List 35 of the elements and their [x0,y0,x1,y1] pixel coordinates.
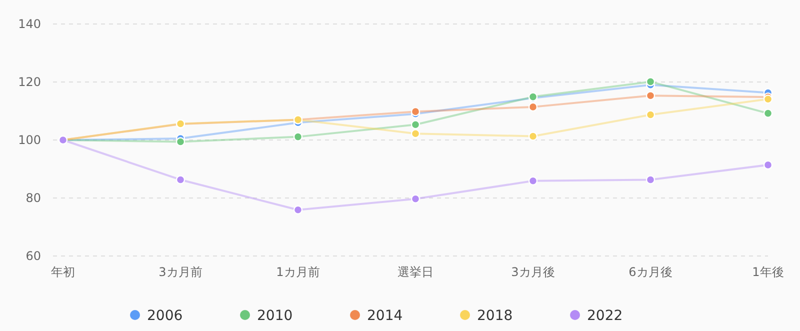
x-tick-label: 選挙日 [398,265,434,279]
point [528,132,538,141]
x-tick-label: 1年後 [752,265,784,279]
point [293,132,303,142]
y-tick-label: 60 [26,249,41,264]
legend-label: 2014 [367,308,403,324]
y-tick-label: 140 [18,17,41,32]
point [763,94,773,104]
point [646,77,656,86]
point [410,120,420,130]
x-tick-label: 年初 [51,265,75,279]
point [763,160,773,170]
x-tick-label: 1カ月前 [276,265,320,279]
legend-label: 2022 [587,308,623,324]
y-tick-label: 80 [26,191,41,206]
point [410,194,420,204]
point [528,102,538,112]
y-tick-label: 120 [18,75,41,90]
x-tick-label: 3カ月前 [158,265,202,279]
legend-label: 2010 [257,308,293,324]
point [410,106,420,116]
point [176,137,186,146]
point [763,108,773,118]
point [176,175,186,184]
point [410,129,420,138]
point [646,110,656,120]
x-tick-label: 3カ月後 [511,265,555,279]
legend-label: 2006 [147,308,183,324]
point [293,205,303,214]
point [528,176,538,186]
legend-label: 2018 [477,308,513,324]
point [646,91,656,100]
y-tick-label: 100 [18,133,41,148]
point [646,175,656,184]
x-tick-label: 6カ月後 [628,265,672,279]
